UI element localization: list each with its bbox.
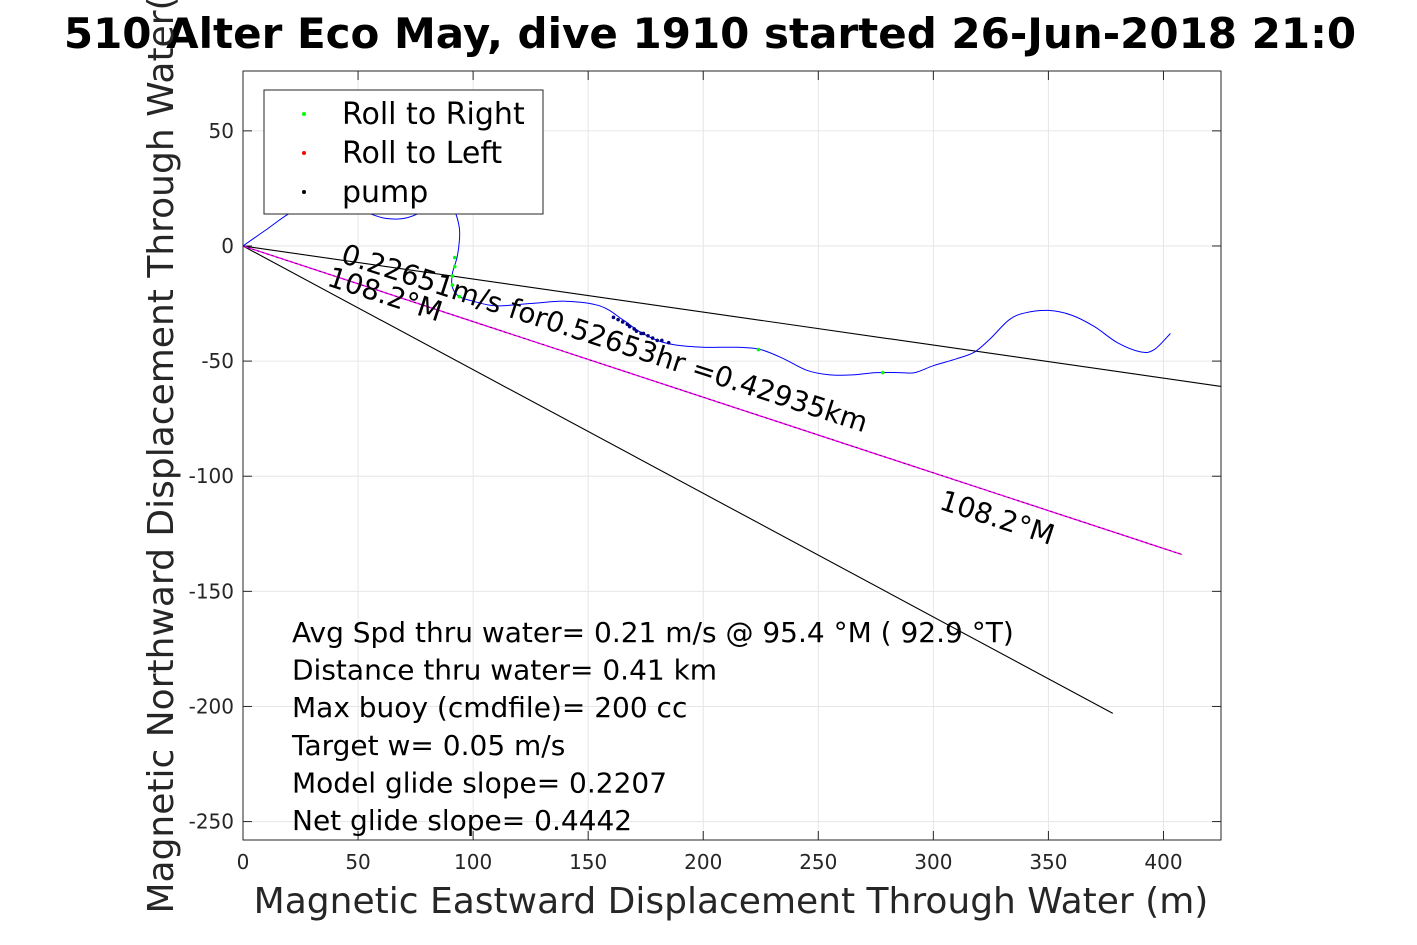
axes-box — [242, 70, 1222, 841]
legend: Roll to Right Roll to Left pump — [263, 89, 544, 215]
roll-right-point — [880, 370, 885, 375]
pump-point — [625, 322, 630, 327]
legend-label: pump — [342, 175, 428, 210]
pump-point — [620, 320, 625, 324]
y-tick-labels: 50 0 -50 -100 -150 -200 -250 — [189, 119, 234, 834]
pump-point — [616, 317, 620, 322]
marker-points — [450, 255, 885, 375]
legend-label: Roll to Right — [342, 97, 525, 132]
legend-label: Roll to Left — [342, 136, 502, 171]
x-tick-label: 200 — [684, 850, 722, 874]
heading-lines — [242, 245, 1222, 714]
heading-mean-line — [242, 245, 1183, 556]
pump-point — [646, 333, 650, 338]
axis-ticks — [242, 71, 1221, 840]
x-axis-label: Magnetic Eastward Displacement Through W… — [254, 881, 1209, 922]
pump-point — [632, 327, 636, 331]
legend-marker — [302, 190, 306, 194]
x-tick-label: 50 — [345, 850, 370, 874]
x-tick-label: 150 — [569, 850, 607, 874]
heading-lower-line — [242, 245, 1114, 714]
y-tick-label: -250 — [189, 810, 234, 834]
x-tick-label: 0 — [237, 850, 250, 874]
summary-line: Target w= 0.05 m/s — [291, 729, 565, 762]
pump-point — [641, 331, 646, 336]
pump-point — [611, 315, 616, 320]
legend-box — [263, 89, 544, 215]
summary-line: Max buoy (cmdfile)= 200 cc — [292, 691, 687, 724]
summary-line: Avg Spd thru water= 0.21 m/s @ 95.4 °M (… — [292, 616, 1014, 649]
pump-point — [627, 324, 632, 329]
y-axis-label: Magnetic Northward Displacement Through … — [141, 0, 182, 914]
x-tick-label: 100 — [454, 850, 492, 874]
pump-point — [660, 338, 664, 343]
summary-text: Avg Spd thru water= 0.21 m/s @ 95.4 °M (… — [291, 616, 1014, 837]
roll-right-point — [450, 274, 455, 278]
legend-marker — [302, 112, 306, 116]
y-tick-label: -150 — [189, 579, 234, 603]
roll-right-point — [452, 264, 457, 269]
summary-line: Net glide slope= 0.4442 — [292, 804, 632, 837]
roll-right-point — [756, 347, 761, 352]
x-tick-labels: 0 50 100 150 200 250 300 350 400 — [237, 850, 1183, 874]
roll-right-point — [457, 294, 462, 299]
roll-right-point — [452, 255, 457, 260]
x-tick-label: 400 — [1144, 850, 1182, 874]
roll-right-point — [450, 283, 455, 287]
legend-marker — [302, 151, 306, 155]
chart-title: 510 Alter Eco May, dive 1910 started 26-… — [64, 9, 1356, 58]
x-tick-label: 250 — [799, 850, 837, 874]
x-tick-label: 300 — [914, 850, 952, 874]
y-tick-label: 50 — [209, 119, 234, 143]
x-tick-label: 350 — [1029, 850, 1067, 874]
pump-point — [655, 338, 660, 343]
summary-line: Model glide slope= 0.2207 — [292, 766, 667, 799]
summary-line: Distance thru water= 0.41 km — [292, 654, 717, 687]
pump-point — [666, 340, 671, 345]
y-tick-label: -50 — [201, 349, 234, 373]
pump-point — [634, 329, 639, 333]
y-tick-label: 0 — [221, 234, 234, 258]
heading-upper-line — [242, 245, 1222, 387]
pump-point — [650, 336, 655, 340]
y-tick-label: -200 — [189, 694, 234, 718]
y-tick-label: -100 — [189, 464, 234, 488]
